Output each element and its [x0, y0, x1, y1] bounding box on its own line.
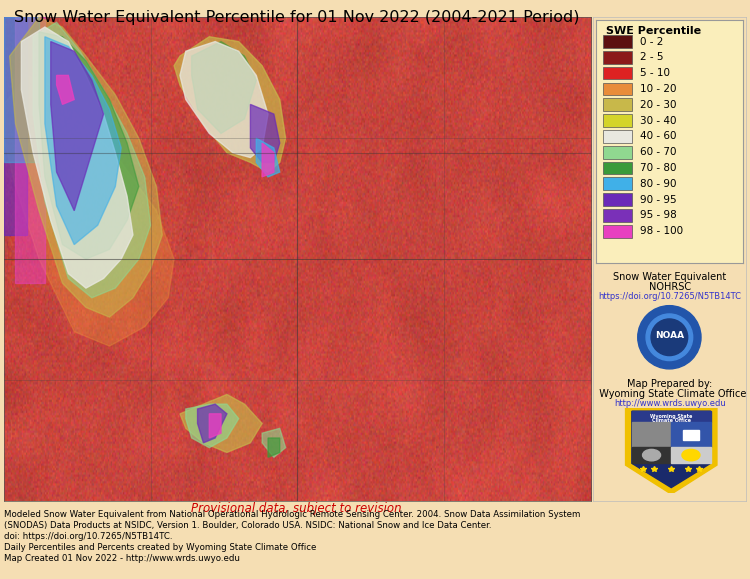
Text: 40 - 60: 40 - 60	[640, 131, 676, 141]
Polygon shape	[33, 22, 151, 298]
Polygon shape	[180, 42, 268, 157]
Polygon shape	[197, 404, 227, 443]
Circle shape	[682, 449, 700, 461]
Text: 90 - 95: 90 - 95	[640, 195, 676, 204]
Text: (SNODAS) Data Products at NSIDC, Version 1. Boulder, Colorado USA. NSIDC: Nation: (SNODAS) Data Products at NSIDC, Version…	[4, 521, 491, 530]
Polygon shape	[4, 75, 174, 346]
Polygon shape	[186, 404, 238, 448]
Polygon shape	[56, 75, 74, 104]
Text: http://www.wrds.uwyo.edu: http://www.wrds.uwyo.edu	[614, 399, 725, 408]
Text: 20 - 30: 20 - 30	[640, 100, 676, 110]
Text: Wyoming State: Wyoming State	[650, 414, 692, 419]
FancyBboxPatch shape	[603, 98, 632, 111]
Text: 98 - 100: 98 - 100	[640, 226, 683, 236]
Text: Map Prepared by:: Map Prepared by:	[627, 379, 712, 389]
Text: 70 - 80: 70 - 80	[640, 163, 676, 173]
Text: Modeled Snow Water Equivalent from National Operational Hydrologic Remote Sensin: Modeled Snow Water Equivalent from Natio…	[4, 510, 580, 519]
Polygon shape	[39, 32, 139, 259]
Circle shape	[638, 306, 701, 369]
Text: Provisional data, subject to revision: Provisional data, subject to revision	[191, 502, 401, 515]
FancyBboxPatch shape	[603, 51, 632, 64]
Text: 10 - 20: 10 - 20	[640, 84, 676, 94]
Polygon shape	[4, 17, 39, 163]
Text: 30 - 40: 30 - 40	[640, 116, 676, 126]
FancyBboxPatch shape	[603, 83, 632, 96]
Polygon shape	[51, 42, 104, 211]
Text: SWE Percentile: SWE Percentile	[606, 26, 701, 36]
Text: Snow Water Equivalent: Snow Water Equivalent	[614, 272, 726, 282]
Text: 2 - 5: 2 - 5	[640, 52, 663, 63]
Polygon shape	[671, 447, 711, 463]
Text: 60 - 70: 60 - 70	[640, 147, 676, 157]
Text: Snow Water Equivalent Percentile for 01 Nov 2022 (2004-2021 Period): Snow Water Equivalent Percentile for 01 …	[13, 10, 579, 25]
Polygon shape	[262, 428, 286, 457]
Polygon shape	[180, 394, 262, 453]
Text: NOAA: NOAA	[655, 331, 684, 340]
FancyBboxPatch shape	[603, 225, 632, 237]
Circle shape	[651, 319, 688, 356]
Polygon shape	[268, 438, 280, 457]
Text: Map Created 01 Nov 2022 - http://www.wrds.uwyo.edu: Map Created 01 Nov 2022 - http://www.wrd…	[4, 554, 240, 563]
Polygon shape	[632, 411, 711, 488]
Polygon shape	[626, 408, 716, 493]
Polygon shape	[262, 143, 274, 177]
Polygon shape	[209, 414, 221, 438]
FancyBboxPatch shape	[603, 146, 632, 159]
Polygon shape	[632, 422, 671, 447]
Text: doi: https://doi.org/10.7265/N5TB14TC.: doi: https://doi.org/10.7265/N5TB14TC.	[4, 532, 172, 541]
Polygon shape	[16, 17, 45, 283]
Polygon shape	[632, 411, 711, 422]
Text: 0 - 2: 0 - 2	[640, 36, 663, 46]
FancyBboxPatch shape	[603, 209, 632, 222]
Polygon shape	[10, 17, 162, 317]
Text: Climate Office: Climate Office	[652, 418, 691, 423]
FancyBboxPatch shape	[603, 178, 632, 190]
FancyBboxPatch shape	[603, 162, 632, 174]
FancyBboxPatch shape	[603, 67, 632, 79]
Polygon shape	[192, 42, 256, 133]
Text: 5 - 10: 5 - 10	[640, 68, 670, 78]
Polygon shape	[174, 36, 286, 172]
Text: 95 - 98: 95 - 98	[640, 210, 676, 221]
Circle shape	[646, 314, 693, 361]
Text: NOHRSC: NOHRSC	[649, 282, 691, 292]
Polygon shape	[682, 430, 699, 440]
Polygon shape	[45, 36, 122, 244]
Polygon shape	[671, 422, 711, 447]
Polygon shape	[251, 104, 280, 163]
FancyBboxPatch shape	[603, 35, 632, 48]
Text: Daily Percentiles and Percents created by Wyoming State Climate Office: Daily Percentiles and Percents created b…	[4, 543, 316, 552]
FancyBboxPatch shape	[603, 114, 632, 127]
Polygon shape	[256, 138, 280, 177]
Polygon shape	[4, 17, 27, 235]
Polygon shape	[21, 27, 133, 288]
Polygon shape	[632, 447, 671, 463]
Text: https://doi.org/10.7265/N5TB14TC: https://doi.org/10.7265/N5TB14TC	[598, 292, 741, 301]
Circle shape	[643, 449, 661, 461]
FancyBboxPatch shape	[603, 193, 632, 206]
Text: 80 - 90: 80 - 90	[640, 179, 676, 189]
FancyBboxPatch shape	[603, 130, 632, 142]
Text: Wyoming State Climate Office: Wyoming State Climate Office	[593, 389, 746, 399]
